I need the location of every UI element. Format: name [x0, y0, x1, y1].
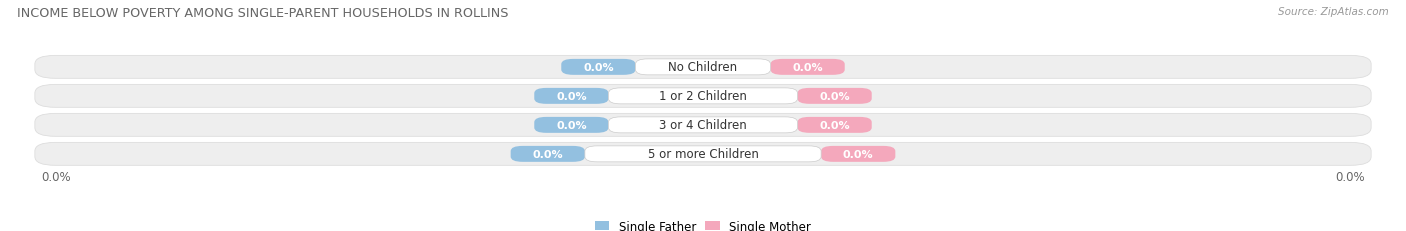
FancyBboxPatch shape [35, 143, 1371, 166]
Text: 0.0%: 0.0% [793, 63, 823, 73]
Text: Source: ZipAtlas.com: Source: ZipAtlas.com [1278, 7, 1389, 17]
FancyBboxPatch shape [534, 117, 609, 133]
FancyBboxPatch shape [797, 117, 872, 133]
FancyBboxPatch shape [636, 60, 770, 76]
FancyBboxPatch shape [510, 146, 585, 162]
FancyBboxPatch shape [770, 60, 845, 76]
FancyBboxPatch shape [35, 85, 1371, 108]
Text: 5 or more Children: 5 or more Children [648, 148, 758, 161]
FancyBboxPatch shape [609, 88, 797, 104]
FancyBboxPatch shape [797, 88, 872, 104]
FancyBboxPatch shape [609, 117, 797, 133]
Text: 0.0%: 0.0% [820, 91, 849, 101]
Text: 0.0%: 0.0% [557, 120, 586, 130]
Text: 0.0%: 0.0% [533, 149, 562, 159]
Text: 0.0%: 0.0% [844, 149, 873, 159]
FancyBboxPatch shape [821, 146, 896, 162]
Text: 3 or 4 Children: 3 or 4 Children [659, 119, 747, 132]
Text: 0.0%: 0.0% [820, 120, 849, 130]
Text: 0.0%: 0.0% [557, 91, 586, 101]
Text: 1 or 2 Children: 1 or 2 Children [659, 90, 747, 103]
Text: INCOME BELOW POVERTY AMONG SINGLE-PARENT HOUSEHOLDS IN ROLLINS: INCOME BELOW POVERTY AMONG SINGLE-PARENT… [17, 7, 509, 20]
FancyBboxPatch shape [585, 146, 821, 162]
Text: 0.0%: 0.0% [583, 63, 613, 73]
FancyBboxPatch shape [534, 88, 609, 104]
FancyBboxPatch shape [561, 60, 636, 76]
Text: No Children: No Children [668, 61, 738, 74]
FancyBboxPatch shape [35, 114, 1371, 137]
FancyBboxPatch shape [35, 56, 1371, 79]
Text: 0.0%: 0.0% [1334, 170, 1364, 183]
Text: 0.0%: 0.0% [42, 170, 72, 183]
Legend: Single Father, Single Mother: Single Father, Single Mother [595, 220, 811, 231]
